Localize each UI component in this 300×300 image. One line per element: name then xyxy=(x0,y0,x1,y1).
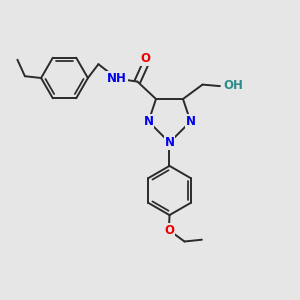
Text: NH: NH xyxy=(107,72,127,85)
Text: O: O xyxy=(164,224,174,237)
Text: N: N xyxy=(164,136,175,149)
Text: OH: OH xyxy=(223,79,243,92)
Text: N: N xyxy=(185,115,196,128)
Text: N: N xyxy=(143,115,154,128)
Text: O: O xyxy=(141,52,151,65)
